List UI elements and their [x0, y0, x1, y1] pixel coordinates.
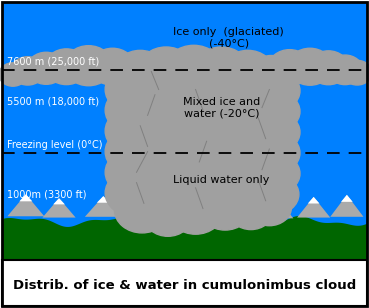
Text: Freezing level (0°C): Freezing level (0°C) — [7, 140, 103, 150]
Circle shape — [223, 128, 279, 175]
Circle shape — [252, 91, 300, 132]
Bar — [2, 2, 367, 260]
Circle shape — [223, 108, 279, 154]
Circle shape — [342, 60, 369, 85]
Text: Liquid water only: Liquid water only — [173, 175, 270, 185]
Bar — [2, 260, 367, 306]
Circle shape — [131, 63, 190, 113]
Circle shape — [252, 133, 300, 173]
Circle shape — [268, 50, 311, 85]
Circle shape — [90, 48, 135, 85]
Circle shape — [105, 67, 161, 113]
Polygon shape — [308, 197, 320, 204]
Circle shape — [192, 105, 251, 154]
Circle shape — [308, 51, 349, 85]
Circle shape — [129, 170, 188, 219]
Circle shape — [222, 50, 274, 93]
Circle shape — [11, 57, 45, 85]
Polygon shape — [266, 192, 280, 201]
Circle shape — [199, 187, 251, 230]
Text: Distrib. of ice & water in cumulonimbus cloud: Distrib. of ice & water in cumulonimbus … — [13, 278, 356, 292]
Circle shape — [159, 62, 221, 114]
Polygon shape — [297, 197, 330, 217]
Circle shape — [252, 71, 300, 111]
Circle shape — [114, 50, 166, 93]
Circle shape — [65, 46, 113, 86]
Circle shape — [131, 105, 190, 154]
Polygon shape — [97, 196, 110, 203]
Polygon shape — [330, 195, 363, 217]
Polygon shape — [341, 195, 353, 202]
Circle shape — [249, 55, 293, 92]
Circle shape — [192, 146, 251, 196]
Circle shape — [327, 55, 363, 85]
Circle shape — [105, 170, 161, 216]
Circle shape — [223, 87, 279, 133]
Circle shape — [192, 84, 251, 134]
Polygon shape — [138, 200, 172, 217]
Circle shape — [194, 47, 249, 93]
Circle shape — [223, 170, 279, 216]
Circle shape — [288, 48, 332, 85]
Circle shape — [192, 63, 251, 113]
Circle shape — [223, 67, 279, 113]
Circle shape — [168, 188, 223, 234]
Circle shape — [131, 146, 190, 196]
Polygon shape — [85, 196, 122, 217]
Text: Mixed ice and
water (-20°C): Mixed ice and water (-20°C) — [183, 97, 260, 118]
Circle shape — [157, 168, 220, 221]
Circle shape — [45, 49, 88, 85]
Circle shape — [105, 149, 161, 195]
Circle shape — [159, 124, 221, 176]
Circle shape — [165, 45, 223, 93]
Text: 5500 m (18,000 ft): 5500 m (18,000 ft) — [7, 96, 100, 106]
Circle shape — [138, 47, 194, 93]
Text: 7600 m (25,000 ft): 7600 m (25,000 ft) — [7, 56, 100, 67]
Circle shape — [105, 108, 161, 154]
Circle shape — [159, 103, 221, 156]
Circle shape — [192, 170, 251, 219]
Polygon shape — [253, 192, 293, 218]
Circle shape — [131, 126, 190, 175]
Circle shape — [114, 187, 170, 233]
Circle shape — [105, 87, 161, 133]
Circle shape — [192, 126, 251, 175]
Polygon shape — [2, 216, 367, 260]
Circle shape — [27, 52, 65, 84]
Circle shape — [159, 83, 221, 135]
Text: Ice only  (glaciated)
(-40°C): Ice only (glaciated) (-40°C) — [173, 27, 284, 49]
Polygon shape — [19, 194, 32, 201]
Circle shape — [251, 174, 299, 214]
Circle shape — [229, 192, 273, 229]
Text: 1000m (3300 ft): 1000m (3300 ft) — [7, 189, 87, 200]
Polygon shape — [214, 196, 251, 217]
Polygon shape — [226, 196, 239, 203]
Circle shape — [144, 196, 192, 236]
Circle shape — [252, 112, 300, 152]
Polygon shape — [7, 194, 44, 216]
Circle shape — [159, 145, 221, 197]
Circle shape — [223, 149, 279, 195]
Polygon shape — [149, 200, 161, 205]
Circle shape — [105, 128, 161, 175]
Circle shape — [252, 154, 300, 194]
Polygon shape — [53, 198, 65, 205]
Circle shape — [131, 84, 190, 134]
Circle shape — [0, 63, 27, 86]
Circle shape — [247, 189, 292, 226]
Polygon shape — [42, 198, 76, 217]
